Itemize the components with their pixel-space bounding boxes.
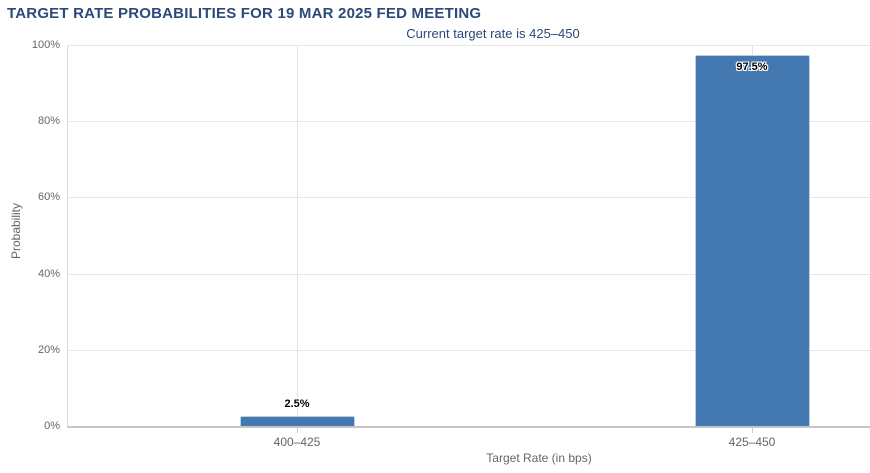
x-gridline (297, 45, 298, 426)
y-gridline (67, 350, 870, 351)
y-axis-title: Probability (9, 202, 23, 260)
chart-subtitle: Current target rate is 425–450 (406, 26, 580, 41)
bar-425–450[interactable] (695, 55, 810, 426)
x-axis-tick-mark (297, 428, 298, 433)
plot-area (67, 45, 870, 428)
y-axis-tick-label: 80% (37, 115, 60, 127)
x-axis-tick-mark (752, 428, 753, 433)
bar-value-label: 97.5% (736, 61, 768, 73)
y-gridline (67, 274, 870, 275)
x-axis-category-label: 400–425 (273, 435, 321, 449)
y-gridline (67, 197, 870, 198)
y-axis-tick-label: 60% (37, 191, 60, 203)
y-gridline (67, 121, 870, 122)
y-gridline (67, 45, 870, 46)
bar-value-label: 2.5% (284, 398, 310, 410)
y-axis-tick-label: 0% (44, 420, 60, 432)
bar-400–425[interactable] (240, 416, 355, 426)
y-axis-tick-label: 100% (31, 39, 60, 51)
y-axis-tick-label: 20% (37, 344, 60, 356)
x-axis-category-label: 425–450 (728, 435, 776, 449)
chart-title: TARGET RATE PROBABILITIES FOR 19 MAR 202… (7, 5, 482, 22)
x-axis-title: Target Rate (in bps) (486, 451, 592, 465)
y-axis-tick-label: 40% (37, 268, 60, 280)
